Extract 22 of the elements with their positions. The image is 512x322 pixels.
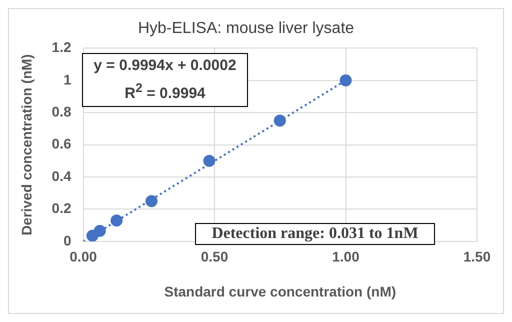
y-tick-label: 1 [63, 71, 72, 88]
y-tick-label: 0.2 [52, 200, 72, 216]
point [203, 154, 216, 167]
point [274, 114, 286, 127]
y-tick-label: 0.8 [52, 103, 72, 120]
y-axis-title: Derived concentration (nM) [18, 54, 34, 236]
point [94, 224, 106, 237]
annotation: Detection range: 0.031 to 1nM [195, 223, 435, 245]
y-tick-label: 0 [63, 232, 72, 248]
x-tick-label: 1.00 [332, 248, 360, 265]
annotation: y = 0.9994x + 0.0002 R$^{2}$ = 0.9994 [82, 53, 248, 107]
x-tick-label: 0.00 [70, 248, 98, 265]
point [340, 74, 352, 86]
point [110, 214, 123, 226]
y-tick-label: 0.6 [52, 136, 72, 152]
x-tick-label: 1.50 [463, 248, 491, 265]
x-axis-title: Standard curve concentration (nM) [164, 283, 396, 300]
x-tick-label: 0.50 [200, 248, 228, 265]
y-tick-label: 0.4 [52, 168, 72, 184]
point [146, 195, 158, 208]
chart-title: Hyb-ELISA: mouse liver lysate [138, 20, 354, 38]
y-tick-label: 1.2 [52, 39, 72, 56]
